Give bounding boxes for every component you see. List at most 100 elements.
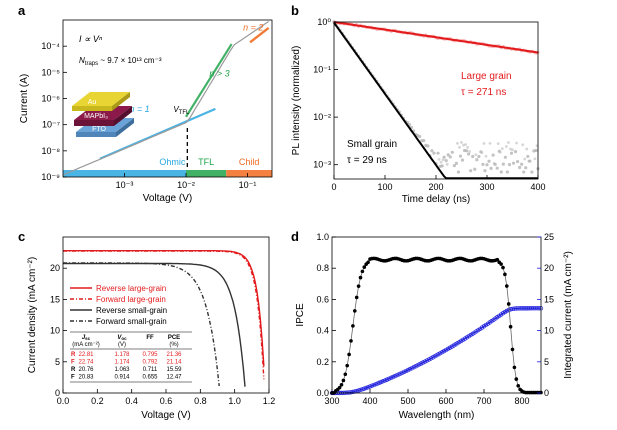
point-small-grain <box>464 143 467 146</box>
point-small-grain <box>458 154 463 158</box>
parameter-table: Jsc(mA cm⁻²)Voc(V)FF PCE(%)R 22.81 1.178 0.7… <box>70 331 192 383</box>
point-small-grain <box>418 134 422 139</box>
table-cell: 0.914 <box>114 375 130 381</box>
integrated-current-point <box>356 388 361 393</box>
y-tick-label-d: 0.8 <box>316 263 329 273</box>
integrated-current-point <box>365 385 371 390</box>
table-cell: 12.47 <box>166 375 182 381</box>
layer-label-au: Au <box>88 99 97 106</box>
y-tick-label-a: 10⁻⁸ <box>41 146 60 156</box>
point-small-grain <box>444 159 448 163</box>
point-small-grain <box>489 166 493 171</box>
point-small-grain <box>499 170 503 174</box>
y-tick-label-b: 10⁰ <box>317 17 331 27</box>
layer-fto-end <box>116 118 134 137</box>
table-cell: 22.74 <box>78 360 94 366</box>
integrated-current-point <box>377 380 382 385</box>
region-label-child: Child <box>239 157 260 167</box>
x-tick-label-a: 10⁻² <box>177 180 195 190</box>
integrated-current-point <box>350 389 356 395</box>
integrated-current-point <box>364 385 369 391</box>
table-unit: (mA cm⁻²) <box>72 342 100 348</box>
ntraps-label: Ntraps ~ 9.7 × 10¹³ cm⁻³ <box>79 56 162 67</box>
point-small-grain <box>482 142 486 145</box>
point-small-grain <box>440 164 444 168</box>
vtfl-label: VTFL <box>173 105 190 116</box>
point-small-grain <box>430 149 434 153</box>
point-small-grain <box>446 153 450 157</box>
point-small-grain <box>533 157 537 161</box>
y2-tick-label-d: 20 <box>544 263 554 273</box>
region-bar-tfl <box>186 170 227 177</box>
y-tick-label-c: 10 <box>50 326 60 336</box>
ipce-point <box>508 324 513 329</box>
point-small-grain <box>469 169 473 173</box>
table-cell: 0.655 <box>142 375 158 381</box>
ipce-point <box>360 269 365 274</box>
x-tick-label-c: 0.6 <box>160 396 173 406</box>
layer-fto-side <box>76 132 116 137</box>
layer-mapbi3-side <box>74 120 114 126</box>
point-small-grain <box>488 142 492 145</box>
y2-tick-label-d: 5 <box>544 357 549 367</box>
point-small-grain <box>484 154 488 158</box>
x-tick-label-c: 1.2 <box>263 396 276 406</box>
y-tick-label-c: 0 <box>55 388 60 398</box>
iv-data-curve <box>62 21 269 176</box>
point-small-grain <box>474 153 478 156</box>
y-tick-label-d: 0.4 <box>316 326 329 336</box>
point-small-grain <box>528 159 532 163</box>
x-axis-label-d: Wavelength (nm) <box>399 410 475 421</box>
layer-label-fto: FTO <box>92 126 106 133</box>
y-axis-label-d: IPCE <box>295 303 306 327</box>
tau-label-large-grain: τ = 271 ns <box>461 87 506 98</box>
point-small-grain <box>511 161 516 165</box>
table-unit: (%) <box>169 342 178 348</box>
plot-frame-d <box>331 236 542 394</box>
x-tick-label-b: 0 <box>331 182 336 192</box>
point-small-grain <box>525 147 529 151</box>
y-axis-label-a: Current (A) <box>19 74 30 123</box>
point-small-grain <box>509 151 514 155</box>
point-small-grain <box>466 146 470 149</box>
point-small-grain <box>522 170 526 174</box>
y2-tick-label-d: 0 <box>544 388 549 398</box>
point-small-grain <box>493 162 497 166</box>
legend-c: Reverse large-grain Forward large-grain Re… <box>70 284 167 326</box>
point-small-grain <box>487 159 491 163</box>
legend-label: Reverse small-grain <box>96 306 167 315</box>
fit-line-tfl <box>185 43 233 118</box>
point-small-grain <box>523 157 527 161</box>
y-tick-label-a: 10⁻⁵ <box>42 67 61 77</box>
point-small-grain <box>458 145 461 149</box>
y-axis-label-c: Current density (mA cm⁻²) <box>27 257 38 373</box>
point-small-grain <box>500 147 504 151</box>
panel-b: b Large grain τ = 271 ns Small grain τ = 29 … <box>291 3 546 205</box>
point-small-grain <box>460 158 465 162</box>
y-axis-label-b: PL intensity (normalized) <box>291 46 302 156</box>
ipce-point <box>366 260 370 265</box>
table-cell: 1.174 <box>114 360 130 366</box>
x-tick-label-b: 400 <box>530 182 545 192</box>
y-tick-label-c: 5 <box>55 357 60 367</box>
point-small-grain <box>485 163 489 167</box>
y-tick-label-b: 10⁻² <box>313 112 331 122</box>
jv-curve-forward-large-grain <box>63 250 265 380</box>
point-small-grain <box>524 166 528 170</box>
x-tick-label-d: 800 <box>514 396 529 406</box>
table-cell: 1.178 <box>114 352 130 358</box>
table-cell: 22.81 <box>78 352 94 358</box>
point-small-grain <box>452 164 456 168</box>
point-small-grain <box>516 159 520 164</box>
point-small-grain <box>442 155 446 159</box>
ipce-point <box>499 262 503 266</box>
ipce-point <box>510 347 515 352</box>
ipce-point <box>501 265 505 270</box>
integrated-current-point <box>360 387 365 392</box>
point-small-grain <box>534 148 538 153</box>
point-small-grain <box>432 151 436 155</box>
table-cell-dir: R <box>71 367 76 373</box>
point-small-grain <box>491 153 495 157</box>
table-header: PCE <box>168 335 180 341</box>
